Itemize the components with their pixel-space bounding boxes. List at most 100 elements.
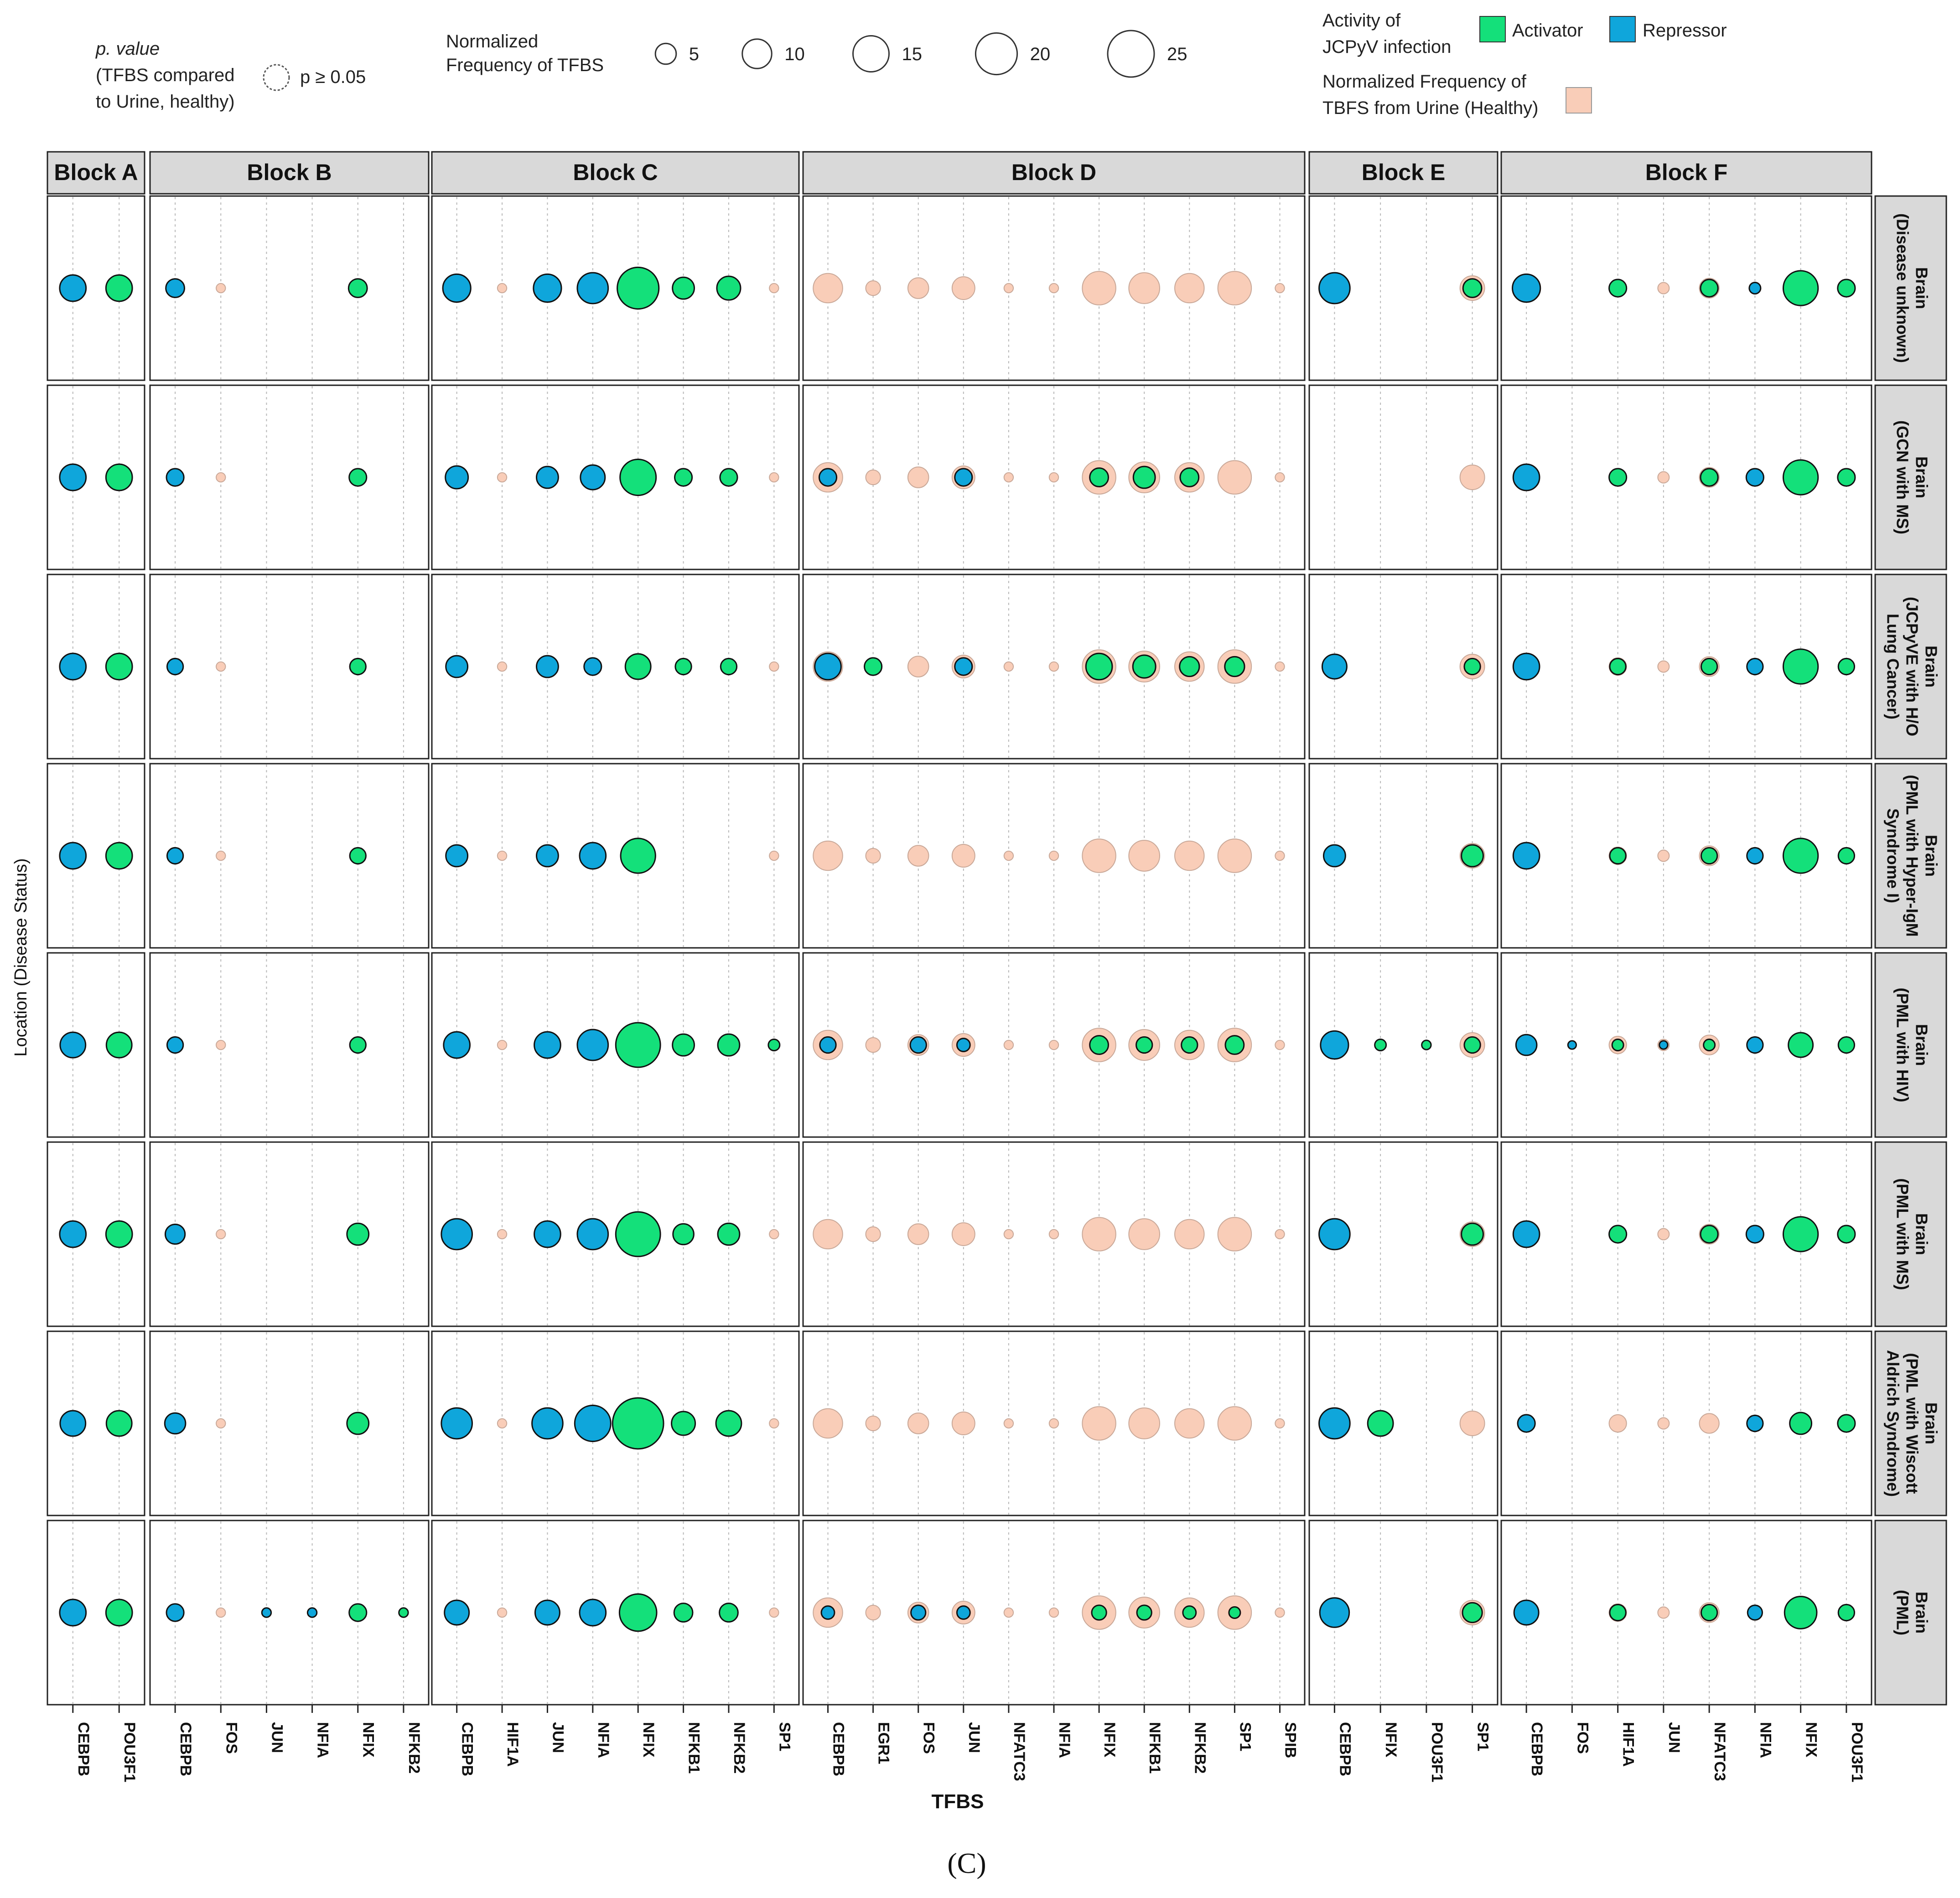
tfbs-bubble-pou3f1 bbox=[105, 274, 133, 302]
tfbs-bubble-nfix bbox=[1089, 1035, 1109, 1055]
x-tick-label: FOS bbox=[223, 1722, 240, 1754]
tfbs-bubble-nfix bbox=[348, 468, 368, 487]
urine-bubble-egr1 bbox=[865, 1037, 881, 1053]
row-label-line: Lung Cancer) bbox=[1883, 614, 1902, 719]
size-legend-label-5: 5 bbox=[689, 44, 699, 64]
urine-bubble-cebpb bbox=[813, 273, 843, 304]
tfbs-bubble-cebpb bbox=[1513, 1599, 1540, 1626]
tfbs-bubble-nfkb1 bbox=[1132, 654, 1156, 679]
tfbs-bubble-hif1a bbox=[1611, 1039, 1624, 1051]
facet-column-5: Block E CEBPB NFIX POU3F1 SP1 bbox=[1308, 151, 1499, 1782]
tfbs-bubble-pou3f1 bbox=[1837, 279, 1856, 298]
tfbs-bubble-cebpb bbox=[445, 655, 469, 678]
block-strip bbox=[802, 151, 1306, 195]
urine-bubble-fos bbox=[216, 1607, 226, 1618]
panel bbox=[802, 1141, 1306, 1327]
urine-bubble-hif1a bbox=[497, 1040, 508, 1050]
urine-bubble-sp1 bbox=[1217, 460, 1252, 495]
urine-bubble-egr1 bbox=[865, 1226, 881, 1242]
row-strip bbox=[1874, 763, 1947, 949]
tfbs-bubble-nfix bbox=[1367, 1410, 1394, 1437]
tfbs-bubble-fos bbox=[909, 1036, 927, 1054]
tfbs-bubble-pou3f1 bbox=[1837, 468, 1856, 487]
panel bbox=[1308, 1141, 1499, 1327]
x-tick-label: HIF1A bbox=[1620, 1722, 1637, 1767]
tfbs-bubble-sp1 bbox=[1463, 1036, 1481, 1054]
tfbs-bubble-cebpb bbox=[820, 1605, 835, 1620]
x-tick-label: POU3F1 bbox=[121, 1722, 138, 1782]
block-strip bbox=[1308, 151, 1499, 195]
x-tick-label: EGR1 bbox=[875, 1722, 892, 1764]
row-label-line: (PML with HIV) bbox=[1893, 988, 1912, 1102]
urine-bubble-sp1 bbox=[1217, 1217, 1252, 1252]
urine-bubble-spib bbox=[1275, 1418, 1285, 1429]
tfbs-bubble-cebpb bbox=[818, 468, 838, 487]
urine-bubble-nfkb2 bbox=[1174, 273, 1205, 304]
urine-bubble-sp1 bbox=[769, 1607, 779, 1618]
panel bbox=[149, 195, 430, 381]
x-tick-label: NFIA bbox=[1056, 1722, 1073, 1758]
urine-bubble-spib bbox=[1275, 661, 1285, 672]
urine-bubble-cebpb bbox=[813, 840, 843, 871]
urine-bubble-nfix bbox=[1082, 838, 1116, 873]
tfbs-bubble-nfia bbox=[579, 842, 607, 870]
panel bbox=[431, 574, 800, 760]
urine-bubble-spib bbox=[1275, 1040, 1285, 1050]
x-tick-label: CEBPB bbox=[459, 1722, 476, 1776]
panel-frame bbox=[431, 763, 800, 949]
tfbs-bubble-pou3f1 bbox=[105, 1410, 133, 1437]
size-legend-circle-10 bbox=[741, 38, 773, 69]
tfbs-bubble-sp1 bbox=[1462, 1602, 1483, 1624]
x-tick-label: NFIX bbox=[640, 1722, 657, 1758]
urine-legend-title-2: TBFS from Urine (Healthy) bbox=[1322, 98, 1538, 118]
tfbs-bubble-nfix bbox=[1374, 1039, 1387, 1051]
tfbs-bubble-cebpb bbox=[444, 1599, 470, 1626]
tfbs-bubble-sp1 bbox=[1462, 278, 1483, 298]
tfbs-bubble-hif1a bbox=[1609, 657, 1627, 676]
tfbs-bubble-nfatc3 bbox=[1700, 279, 1719, 298]
urine-bubble-nfia bbox=[1048, 1040, 1059, 1050]
tfbs-bubble-nfkb1 bbox=[673, 1603, 694, 1623]
urine-bubble-hif1a bbox=[1608, 1414, 1627, 1433]
panel bbox=[431, 1141, 800, 1327]
facet-column-2: Block B CEBPB FOS JUN NFIA NFIX NFKB2 bbox=[149, 151, 430, 1776]
urine-bubble-sp1 bbox=[1459, 465, 1485, 490]
urine-bubble-fos bbox=[216, 1229, 226, 1240]
urine-bubble-nfatc3 bbox=[1003, 850, 1014, 861]
tfbs-bubble-nfia bbox=[1746, 847, 1764, 865]
tfbs-bubble-nfix bbox=[1782, 459, 1819, 496]
panel-frame bbox=[149, 195, 430, 381]
tfbs-bubble-nfkb1 bbox=[674, 468, 693, 487]
tfbs-bubble-pou3f1 bbox=[1837, 1225, 1856, 1244]
tfbs-bubble-cebpb bbox=[1318, 1407, 1351, 1440]
tfbs-bubble-sp1 bbox=[1461, 844, 1484, 868]
tfbs-bubble-nfix bbox=[1085, 652, 1113, 681]
tfbs-bubble-nfkb2 bbox=[1182, 1605, 1197, 1620]
panel bbox=[47, 952, 145, 1138]
row-strip bbox=[1874, 1330, 1947, 1516]
urine-bubble-spib bbox=[1275, 283, 1285, 294]
panel-frame bbox=[1500, 1330, 1872, 1516]
tfbs-bubble-nfia bbox=[306, 1607, 318, 1618]
urine-bubble-sp1 bbox=[769, 850, 779, 861]
panel-frame bbox=[149, 763, 430, 949]
pvalue-label: p ≥ 0.05 bbox=[300, 67, 366, 87]
tfbs-bubble-cebpb bbox=[1322, 844, 1346, 868]
tfbs-bubble-nfix bbox=[612, 1397, 664, 1450]
x-tick-label: NFIX bbox=[1101, 1722, 1118, 1758]
tfbs-bubble-pou3f1 bbox=[1837, 1036, 1856, 1054]
panel-frame bbox=[1500, 384, 1872, 570]
block-title: Block A bbox=[54, 160, 138, 185]
tfbs-bubble-nfia bbox=[1747, 1604, 1763, 1621]
urine-bubble-hif1a bbox=[497, 661, 508, 672]
urine-bubble-cebpb bbox=[813, 1219, 843, 1250]
x-tick-label: NFKB1 bbox=[685, 1722, 703, 1774]
tfbs-bubble-cebpb bbox=[445, 465, 469, 490]
tfbs-bubble-cebpb bbox=[166, 468, 185, 487]
tfbs-bubble-nfkb2 bbox=[1181, 1036, 1198, 1054]
x-tick-label: SP1 bbox=[776, 1722, 793, 1751]
tfbs-bubble-jun bbox=[534, 1031, 561, 1059]
panel-frame bbox=[431, 574, 800, 760]
row-label-line: Aldrich Syndrome) bbox=[1883, 1350, 1902, 1497]
